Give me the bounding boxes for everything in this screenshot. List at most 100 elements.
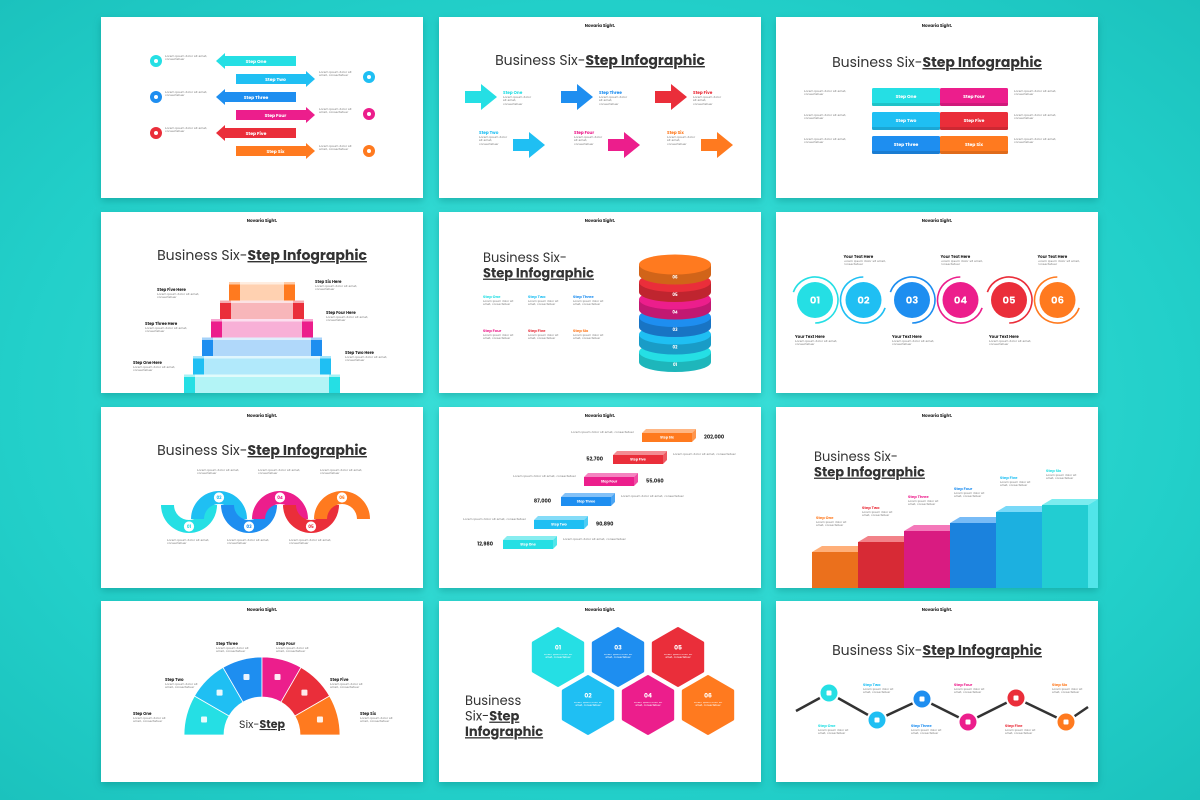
step-label: Step Six: [1052, 683, 1068, 688]
body-text: Lorem ipsum dolor sit amet, consectetuer: [940, 260, 983, 267]
bar-side: [553, 536, 557, 549]
step-circle: [894, 282, 930, 318]
step-label: Step Three: [908, 495, 929, 500]
text-box: Lorem ipsum dolor sit amet, consectetuer: [1052, 688, 1082, 694]
node-icon: [919, 696, 925, 702]
step-label: Step Two: [165, 678, 184, 683]
body-text: Lorem ipsum dolor sit amet, consectetuer: [573, 300, 604, 307]
column: [996, 512, 1042, 588]
stair-edge: [211, 319, 313, 322]
slide-background: [101, 407, 423, 588]
ring: [1033, 276, 1082, 324]
text-box: Lorem ipsum dolor sit amet, consectetuer: [216, 647, 249, 653]
disc-top: [639, 254, 711, 275]
body-text: Lorem ipsum dolor sit amet, consectetuer: [463, 518, 526, 521]
stair-side: [202, 337, 213, 356]
step-label: Step One: [816, 516, 834, 521]
column-side: [1088, 499, 1098, 588]
text-box: Lorem ipsum dolor sit amet, consectetuer: [574, 136, 603, 146]
body-text: Lorem ipsum dolor sit amet, consectetuer: [330, 683, 363, 690]
slide-content: Novaria Sight. Business Six-Step Infograp…: [795, 607, 1089, 735]
step-label: Step Three Here: [145, 322, 178, 327]
arrow: [236, 143, 315, 159]
text-box: Lorem ipsum dolor sit amet, consectetuer: [573, 334, 603, 340]
body-text: Lorem ipsum dolor sit amet, consectetuer: [276, 647, 309, 654]
arrow: [216, 53, 296, 69]
body-text: Lorem ipsum dolor sit amet, consectetuer: [528, 334, 559, 341]
step-label: Step One: [133, 712, 152, 717]
bar: [642, 433, 692, 442]
body-text: Lorem ipsum dolor sit amet, consectetuer: [133, 366, 176, 373]
text-box: Lorem ipsum dolor sit amet, consectetuer: [133, 717, 166, 723]
arrow: [701, 132, 733, 158]
column: [858, 542, 904, 588]
body-text: Lorem ipsum dolor sit amet, consectetuer: [483, 334, 514, 341]
slide-title: Business Six-Step Infographic: [157, 440, 367, 460]
arrow: [465, 84, 497, 110]
body-text: Lorem ipsum dolor sit amet, consectetuer: [574, 136, 603, 146]
body-text: Lorem ipsum dolor sit amet, consectetuer: [989, 340, 1032, 347]
column-shade: [1042, 505, 1088, 588]
title-part: Step Infographic: [922, 52, 1042, 72]
icon-dot: [367, 149, 371, 153]
text-box: Lorem ipsum dolor sit amet, consectetuer: [544, 654, 572, 659]
step-number: 01: [555, 645, 561, 653]
body-text: Lorem ipsum dolor sit amet, consectetuer: [804, 114, 847, 121]
text-box: Lorem ipsum dolor sit amet, consectetuer: [574, 702, 602, 707]
body-text: Lorem ipsum dolor sit amet, consectetuer: [1014, 138, 1057, 145]
column-top: [858, 536, 914, 542]
bar-top: [534, 516, 588, 520]
body-text: Lorem ipsum dolor sit amet, consectetuer: [954, 688, 985, 695]
text-box: Lorem ipsum dolor sit amet, consectetuer: [157, 293, 199, 299]
arrow: [236, 71, 315, 87]
column: [1042, 505, 1088, 588]
segment-icon: [216, 689, 223, 696]
step-circle: [845, 282, 882, 318]
brand: Novaria Sight.: [922, 23, 953, 29]
step-label: Step Four: [574, 130, 594, 136]
body-text: Lorem ipsum dolor sit amet, consectetuer: [165, 683, 198, 690]
step-label: Step Five: [630, 457, 646, 462]
text-box: Lorem ipsum dolor sit amet, consectetuer: [667, 136, 695, 146]
text-box: Lorem ipsum dolor sit amet, consectetuer: [165, 127, 207, 133]
stair-tread: [220, 300, 304, 319]
text-box: Lorem ipsum dolor sit amet, consectetuer: [320, 469, 362, 475]
step-box-shade: [940, 103, 1008, 106]
text-box: Lorem ipsum dolor sit amet, consectetuer: [911, 729, 941, 735]
title-part: Step Infographic: [483, 263, 594, 282]
step-number: 05: [1002, 292, 1016, 307]
title-part: Six-: [239, 716, 260, 732]
text-box: Lorem ipsum dolor sit amet, consectetuer: [463, 518, 526, 521]
body-text: Lorem ipsum dolor sit amet, consectetuer: [319, 108, 352, 115]
text-box: Lorem ipsum dolor sit amet, consectetuer: [345, 356, 387, 362]
body-text: Lorem ipsum dolor sit amet, consectetuer: [599, 96, 628, 106]
slide-content: Novaria Sight. BusinessSix-StepInfographi…: [465, 607, 735, 741]
text-box: Lorem ipsum dolor sit amet, consectetuer: [289, 539, 331, 545]
body-text: Lorem ipsum dolor sit amet, consectetuer: [1014, 90, 1057, 97]
text-box: Lorem ipsum dolor sit amet, consectetuer: [1046, 474, 1076, 480]
text-box: Lorem ipsum dolor sit amet, consectetuer: [258, 469, 300, 475]
text-box: Lorem ipsum dolor sit amet, consectetuer: [804, 114, 847, 121]
ring: [888, 276, 936, 324]
segment-icon: [316, 716, 323, 723]
text-box: Lorem ipsum dolor sit amet, consectetuer: [634, 702, 662, 707]
title-part: Business Six-: [495, 50, 585, 70]
step-box: [872, 88, 940, 106]
step-number: 05: [308, 524, 314, 530]
text-box: Lorem ipsum dolor sit amet, consectetuer: [604, 654, 632, 659]
text-box: Lorem ipsum dolor sit amet, consectetuer: [573, 300, 604, 307]
body-text: Lorem ipsum dolor sit amet, consectetuer: [693, 702, 723, 707]
title-part: Step Infographic: [247, 440, 367, 460]
stair-side: [184, 374, 195, 393]
number-badge: [183, 520, 195, 533]
text-box: Lorem ipsum dolor sit amet, consectetuer: [326, 316, 368, 322]
slide-content: Novaria Sight. Business Six-Step Infograp…: [804, 23, 1057, 154]
step-label: Step One: [246, 58, 267, 65]
arrow: [216, 89, 296, 105]
segment-icon: [201, 716, 208, 723]
body-text: Lorem ipsum dolor sit amet, consectetuer: [862, 511, 893, 518]
text-box: Lorem ipsum dolor sit amet, consectetuer: [483, 334, 514, 341]
ring: [791, 276, 839, 324]
